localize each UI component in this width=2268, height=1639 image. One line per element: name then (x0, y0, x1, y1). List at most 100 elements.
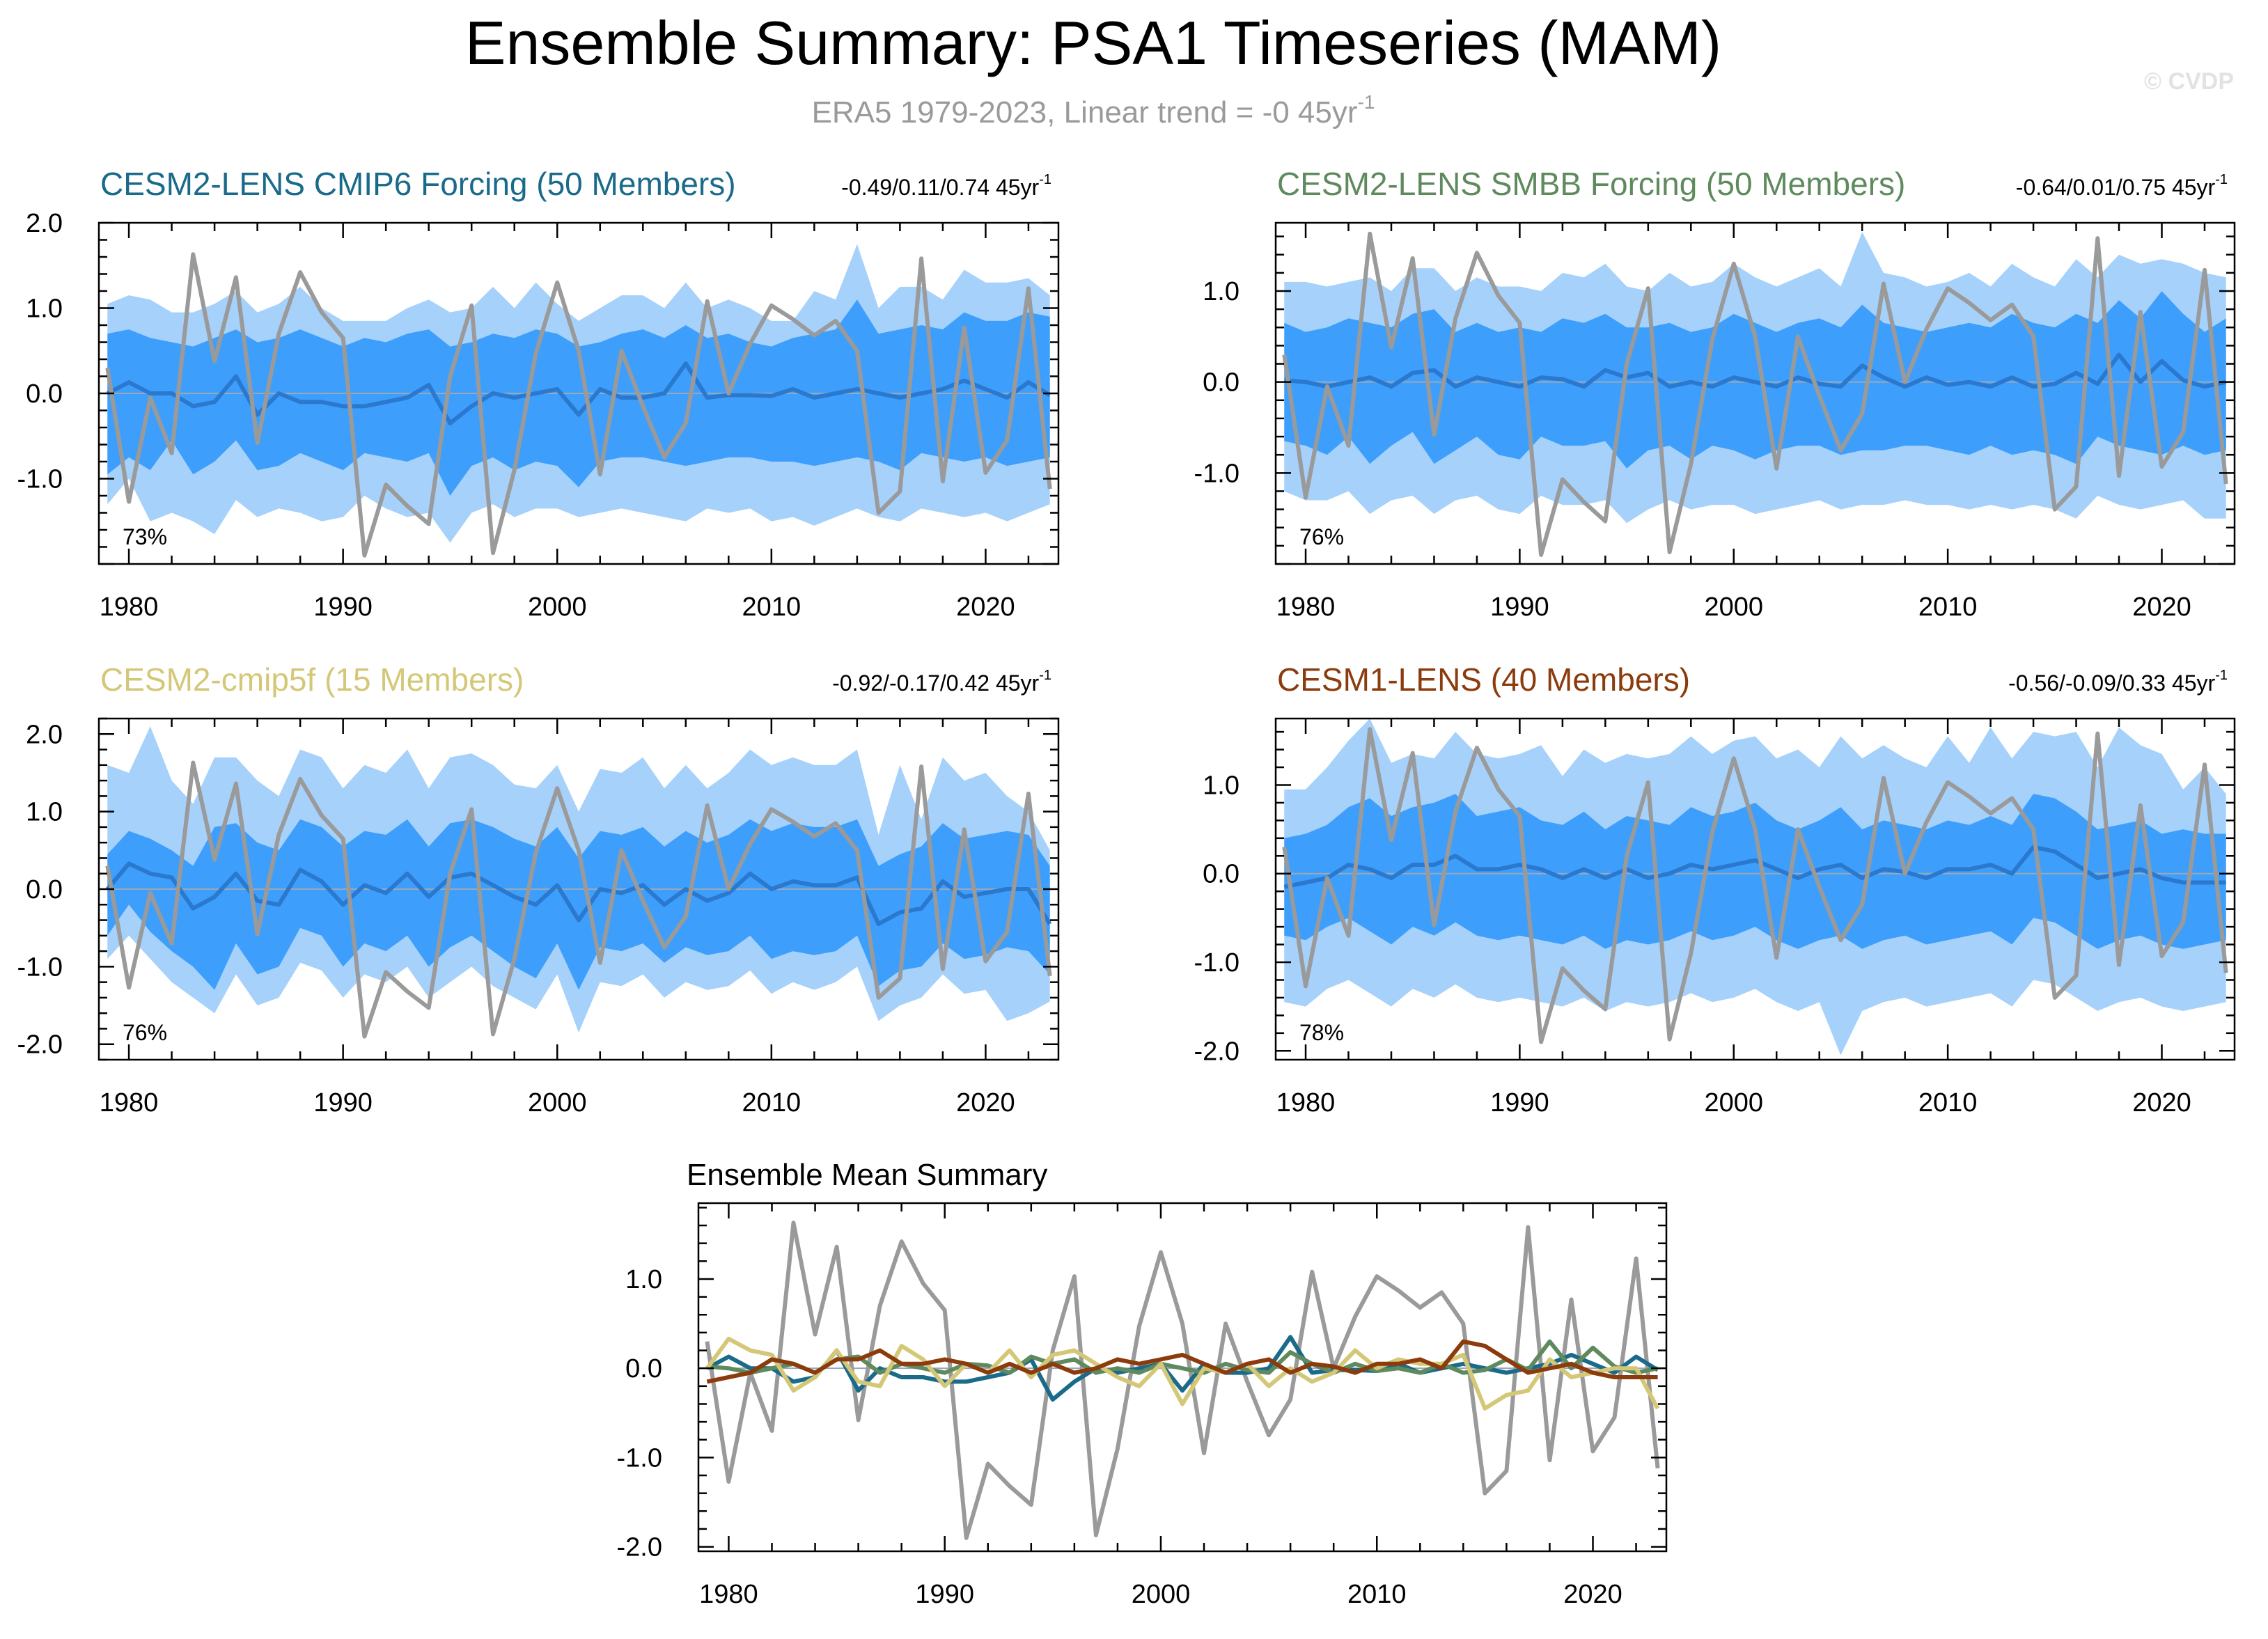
plot-area (698, 1221, 1666, 1540)
y-tick-label: -1.0 (1194, 459, 1239, 488)
panels: 1980 1990 2000 2010 2020 2.0 1.0 0.0 -1.0 CESM2-L… (17, 166, 2236, 1609)
figure-title: Ensemble Summary: PSA1 Timeseries (MAM) (465, 8, 1721, 77)
y-axis: 1.0 0.0 -1.0 -2.0 (617, 1207, 1666, 1562)
panel-trend-value: -0.92/-0.17/0.42 45yr (832, 670, 1039, 696)
x-tick-label: 2020 (956, 1088, 1015, 1118)
x-tick-label: 2000 (1704, 1088, 1763, 1118)
series-line-cesm1 (706, 1339, 1658, 1384)
x-tick-label: 1990 (915, 1580, 974, 1609)
x-tick-label: 1980 (100, 593, 159, 622)
panel-trend-value: -0.56/-0.09/0.33 45yr (2008, 670, 2215, 696)
inner-spread-band (107, 819, 1050, 990)
y-axis: 1.0 0.0 -1.0 -2.0 (1194, 730, 2235, 1066)
y-tick-label: 0.0 (1203, 368, 1239, 398)
plot-area (1276, 231, 2235, 557)
x-tick-label: 2000 (528, 593, 587, 622)
series-line-smbb (707, 1339, 1659, 1375)
x-tick-label: 2000 (1704, 593, 1763, 622)
panel-trend-sup: -1 (1039, 172, 1051, 187)
observed-line (1282, 727, 2228, 1044)
x-axis: 1980 1990 2000 2010 2020 (699, 1203, 1637, 1609)
x-tick-label: 2000 (1132, 1580, 1191, 1609)
y-tick-label: 0.0 (1203, 860, 1239, 889)
panel-title: CESM1-LENS (40 Members) (1277, 661, 1690, 698)
plot-frame (1274, 717, 2236, 1061)
y-tick-label: 0.0 (26, 379, 63, 409)
subtitle-text: ERA5 1979-2023, Linear trend = -0 45yr (812, 95, 1358, 130)
panel-percent: 76% (1299, 524, 1344, 549)
x-tick-label: 1980 (100, 1088, 159, 1118)
plot-area (99, 244, 1058, 558)
y-tick-label: 0.0 (625, 1354, 662, 1383)
plot-area (1276, 719, 2235, 1056)
observed-line (105, 252, 1052, 558)
panel-trend: -0.49/0.11/0.74 45yr-1 (841, 172, 1051, 200)
x-axis: 1980 1990 2000 2010 2020 (100, 719, 1030, 1118)
x-tick-label: 1990 (313, 593, 373, 622)
x-tick-label: 2020 (956, 593, 1015, 622)
y-axis: 2.0 1.0 0.0 -1.0 -2.0 (17, 717, 1058, 1061)
ensemble-mean-line (1283, 845, 2226, 889)
panel-title: CESM2-LENS SMBB Forcing (50 Members) (1277, 166, 1905, 202)
x-tick-label: 2010 (1918, 1088, 1978, 1118)
panel-trend-sup: -1 (2215, 668, 2228, 683)
watermark: © CVDP (2144, 68, 2234, 95)
panel-trend-sup: -1 (2215, 172, 2228, 187)
plot-area (99, 726, 1058, 1039)
y-tick-label: 1.0 (26, 295, 63, 324)
panel-cesm1: 1980 1990 2000 2010 2020 1.0 0.0 -1.0 -2.0 CESM1-… (1194, 661, 2236, 1118)
panel-mean-summary: 1980 1990 2000 2010 2020 1.0 0.0 -1.0 -2.0 Ensemb… (617, 1158, 1668, 1609)
y-axis: 2.0 1.0 0.0 -1.0 (17, 209, 1058, 565)
panel-trend: -0.92/-0.17/0.42 45yr-1 (832, 668, 1051, 696)
y-tick-label: -1.0 (17, 465, 63, 494)
x-tick-label: 2020 (1563, 1580, 1622, 1609)
panel-trend: -0.56/-0.09/0.33 45yr-1 (2008, 668, 2228, 696)
panel-cmip6: 1980 1990 2000 2010 2020 2.0 1.0 0.0 -1.0 CESM2-L… (17, 166, 1060, 622)
x-tick-label: 1980 (699, 1580, 758, 1609)
y-tick-label: 0.0 (26, 875, 63, 904)
x-tick-label: 2010 (1347, 1580, 1407, 1609)
x-tick-label: 2010 (1918, 593, 1978, 622)
y-tick-label: 1.0 (1203, 277, 1239, 306)
x-tick-label: 1990 (1490, 1088, 1549, 1118)
panel-smbb: 1980 1990 2000 2010 2020 1.0 0.0 -1.0 CESM2-LENS… (1194, 166, 2236, 622)
y-tick-label: -2.0 (617, 1533, 662, 1562)
panel-trend: -0.64/0.01/0.75 45yr-1 (2016, 172, 2228, 200)
series-line-cmip5f (705, 1336, 1660, 1411)
y-tick-label: 2.0 (26, 209, 63, 238)
y-tick-label: 2.0 (26, 720, 63, 749)
series-line-obs (705, 1221, 1660, 1540)
plot-frame (1274, 221, 2236, 565)
x-tick-label: 1980 (1276, 593, 1336, 622)
y-tick-label: -1.0 (617, 1443, 662, 1473)
plot-frame (697, 1202, 1668, 1553)
x-tick-label: 1980 (1276, 1088, 1336, 1118)
panel-percent: 78% (1299, 1020, 1344, 1045)
panel-percent: 73% (123, 524, 167, 549)
y-tick-label: -1.0 (17, 952, 63, 982)
panel-percent: 76% (123, 1020, 167, 1045)
x-axis: 1980 1990 2000 2010 2020 (1276, 223, 2206, 622)
panel-title: CESM2-cmip5f (15 Members) (100, 661, 524, 698)
x-tick-label: 1990 (1490, 593, 1549, 622)
x-tick-label: 2010 (742, 593, 801, 622)
subtitle-sup: -1 (1358, 91, 1375, 113)
panel-trend-value: -0.64/0.01/0.75 45yr (2016, 175, 2216, 200)
observed-line (105, 760, 1052, 1039)
x-tick-label: 2010 (742, 1088, 801, 1118)
y-tick-label: -1.0 (1194, 948, 1239, 978)
y-tick-label: 1.0 (26, 798, 63, 827)
ensemble-mean-line (1284, 352, 2227, 389)
y-axis: 1.0 0.0 -1.0 (1194, 235, 2235, 565)
x-tick-label: 2020 (2132, 1088, 2191, 1118)
figure-subtitle: ERA5 1979-2023, Linear trend = -0 45yr-1 (812, 91, 1375, 130)
x-axis: 1980 1990 2000 2010 2020 (100, 223, 1030, 622)
observed-line (1282, 231, 2228, 557)
x-tick-label: 1990 (313, 1088, 373, 1118)
panel-title: Ensemble Mean Summary (687, 1158, 1047, 1192)
y-tick-label: -2.0 (17, 1030, 63, 1060)
y-tick-label: 1.0 (1203, 771, 1239, 800)
panel-trend-value: -0.49/0.11/0.74 45yr (841, 175, 1039, 200)
panel-title: CESM2-LENS CMIP6 Forcing (50 Members) (100, 166, 736, 202)
